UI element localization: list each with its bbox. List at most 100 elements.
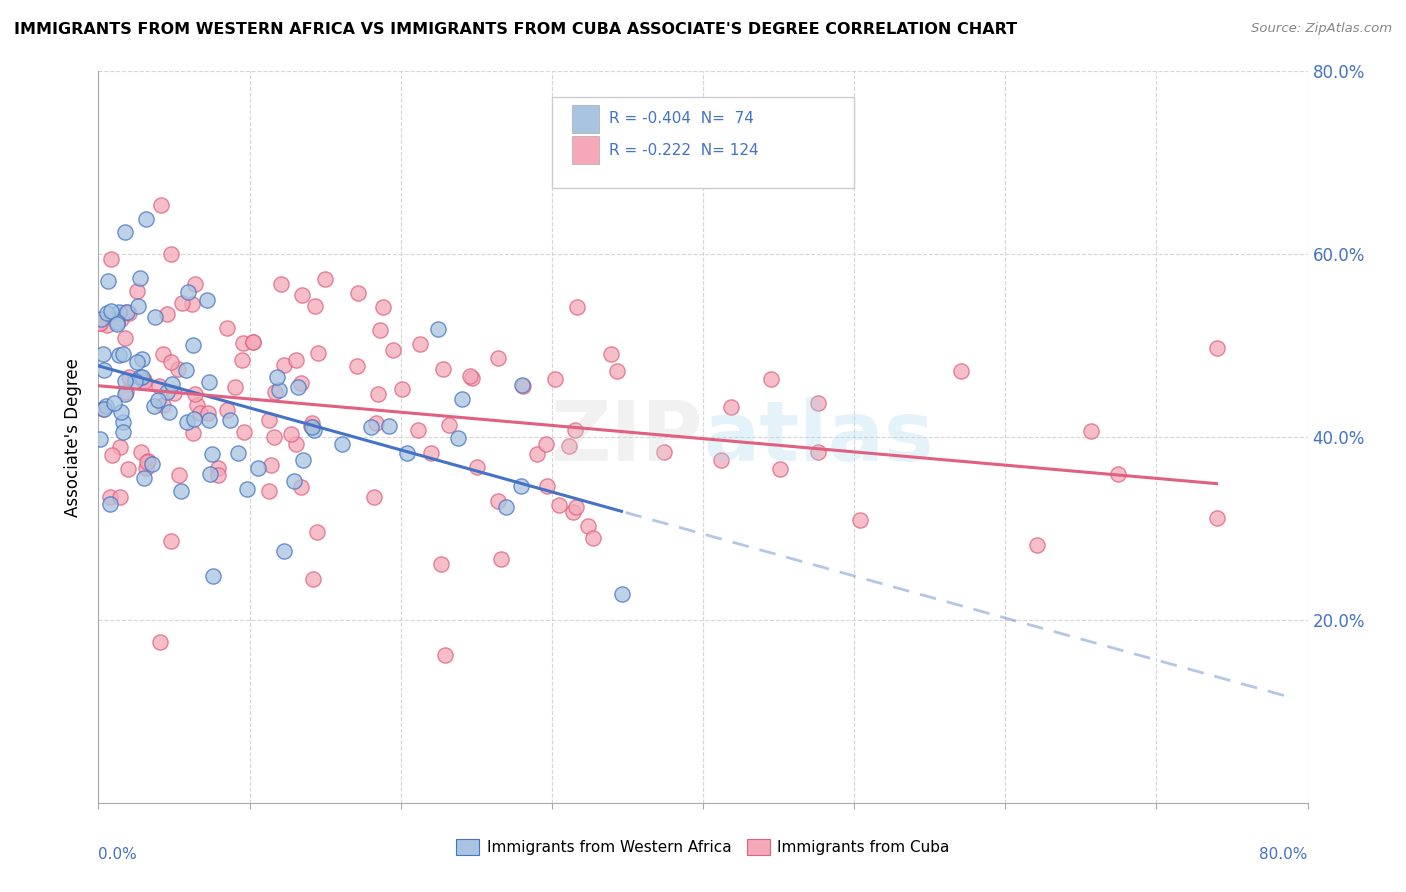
Point bbox=[304, 423, 326, 437]
Point bbox=[280, 427, 302, 442]
Point bbox=[91, 401, 114, 416]
Point bbox=[98, 497, 121, 511]
Point bbox=[486, 351, 509, 366]
Point bbox=[132, 471, 155, 485]
Point bbox=[176, 415, 198, 429]
Point bbox=[260, 458, 283, 473]
Point bbox=[105, 317, 128, 331]
Point bbox=[135, 460, 157, 475]
Point bbox=[652, 445, 675, 459]
Point bbox=[426, 322, 449, 336]
Point bbox=[142, 399, 165, 413]
Point bbox=[114, 374, 136, 388]
FancyBboxPatch shape bbox=[572, 105, 599, 133]
Point bbox=[287, 380, 309, 394]
Point bbox=[1206, 341, 1229, 355]
Point bbox=[299, 419, 322, 434]
Point bbox=[226, 446, 249, 460]
Point bbox=[105, 315, 128, 329]
Point bbox=[1206, 511, 1229, 525]
Point bbox=[98, 490, 121, 504]
Point bbox=[100, 303, 122, 318]
Point bbox=[536, 479, 558, 493]
Point bbox=[197, 375, 219, 389]
Point bbox=[167, 467, 190, 482]
Point bbox=[134, 375, 156, 389]
Point bbox=[200, 447, 222, 461]
Point bbox=[89, 432, 111, 446]
Point bbox=[391, 382, 413, 396]
Point bbox=[301, 420, 323, 434]
Point bbox=[89, 316, 111, 330]
Point bbox=[157, 404, 180, 418]
Point bbox=[267, 383, 290, 397]
Point bbox=[117, 305, 139, 319]
Point bbox=[242, 334, 264, 349]
Point bbox=[432, 362, 454, 376]
Point bbox=[186, 398, 208, 412]
Point bbox=[567, 300, 589, 314]
Point bbox=[381, 343, 404, 358]
Point bbox=[96, 306, 118, 320]
Point bbox=[510, 378, 533, 392]
Point bbox=[578, 518, 600, 533]
Point bbox=[166, 362, 188, 376]
Point bbox=[155, 306, 177, 320]
Point bbox=[461, 370, 484, 384]
Point bbox=[437, 418, 460, 433]
Point bbox=[263, 430, 285, 444]
Point bbox=[366, 416, 388, 430]
Point bbox=[232, 336, 254, 351]
Y-axis label: Associate's Degree: Associate's Degree bbox=[65, 358, 83, 516]
Point bbox=[346, 359, 368, 374]
Point bbox=[207, 467, 229, 482]
Text: atlas: atlas bbox=[703, 397, 934, 477]
Point bbox=[114, 330, 136, 344]
Point bbox=[177, 285, 200, 299]
Point bbox=[509, 479, 531, 493]
Point bbox=[160, 355, 183, 369]
Point bbox=[273, 544, 295, 558]
Point bbox=[135, 455, 157, 469]
Point bbox=[93, 363, 115, 377]
Point bbox=[118, 370, 141, 384]
Point bbox=[564, 500, 586, 515]
Point bbox=[217, 402, 239, 417]
Point bbox=[377, 418, 399, 433]
Point bbox=[257, 483, 280, 498]
Point bbox=[103, 395, 125, 409]
Point bbox=[720, 400, 742, 414]
Point bbox=[330, 437, 353, 451]
Point bbox=[181, 425, 204, 440]
Point bbox=[1080, 425, 1102, 439]
Point bbox=[108, 490, 131, 504]
Point bbox=[89, 316, 111, 330]
Point bbox=[406, 423, 429, 437]
Point bbox=[759, 371, 782, 385]
FancyBboxPatch shape bbox=[551, 97, 855, 188]
Point bbox=[197, 406, 219, 420]
Point bbox=[184, 386, 207, 401]
Point bbox=[233, 425, 256, 440]
Point bbox=[273, 359, 295, 373]
Point bbox=[224, 380, 246, 394]
Point bbox=[769, 462, 792, 476]
Point bbox=[201, 568, 224, 582]
Point bbox=[111, 347, 134, 361]
Point bbox=[108, 348, 131, 362]
Point bbox=[285, 352, 308, 367]
Point bbox=[152, 398, 174, 412]
Point bbox=[218, 413, 240, 427]
Point bbox=[114, 386, 136, 401]
Point bbox=[114, 305, 136, 319]
Point bbox=[949, 364, 972, 378]
Point bbox=[124, 374, 146, 388]
Point bbox=[170, 296, 193, 310]
Point bbox=[181, 338, 204, 352]
Point bbox=[305, 525, 328, 540]
Point bbox=[163, 385, 186, 400]
Point bbox=[135, 212, 157, 227]
Point bbox=[526, 447, 548, 461]
Point bbox=[141, 457, 163, 471]
Point bbox=[548, 498, 571, 512]
